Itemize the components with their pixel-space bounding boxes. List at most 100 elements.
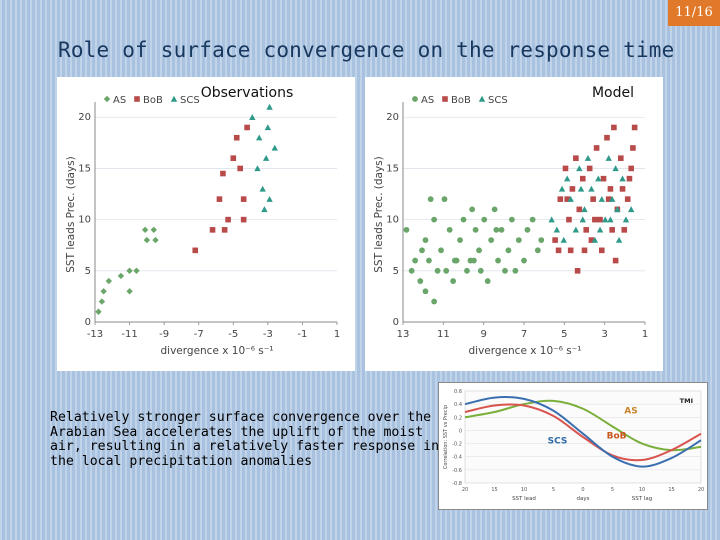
y-tick-label: 0.6 <box>454 389 462 395</box>
legend-label-as: AS <box>113 95 126 106</box>
x-axis-label-lag: SST lag <box>632 496 652 502</box>
data-point-scs <box>261 206 268 213</box>
data-point-bob <box>607 186 614 192</box>
data-point-as <box>515 237 522 243</box>
x-tick-label: -7 <box>194 329 204 340</box>
x-tick-label: 0 <box>581 487 584 493</box>
data-point-as <box>98 298 106 305</box>
x-tick-label: -11 <box>121 329 137 340</box>
x-axis-label: divergence x 10⁻⁶ s⁻¹ <box>469 345 582 357</box>
legend-label-as: AS <box>421 95 434 106</box>
data-point-scs <box>271 144 278 151</box>
data-point-as <box>143 236 151 244</box>
data-point-as <box>426 257 432 264</box>
data-point-as <box>431 298 438 305</box>
y-tick-label: -0.4 <box>452 455 462 461</box>
data-point-bob <box>192 247 199 254</box>
data-point-scs <box>576 165 583 172</box>
data-point-scs <box>591 236 599 243</box>
data-point-bob <box>604 134 610 141</box>
correlation-chart-panel: 0.6 0.4 0.2 0 -0.2 -0.4 -0.6 -0.8 20 15 10 5 0 5 10 15 2… <box>438 382 708 510</box>
data-point-scs <box>622 216 630 223</box>
data-point-as <box>512 267 519 274</box>
data-point-scs <box>605 154 612 161</box>
data-point-as <box>498 226 505 233</box>
data-point-as <box>422 237 429 243</box>
x-tick-label: 15 <box>491 487 497 493</box>
legend-label-bob: BoB <box>451 95 471 106</box>
data-point-bob <box>583 227 590 233</box>
data-point-scs <box>249 114 256 120</box>
data-point-as <box>408 267 415 274</box>
legend-label-bob: BoB <box>143 95 163 106</box>
data-point-bob <box>590 196 596 202</box>
data-point-as <box>460 216 467 223</box>
data-point-as <box>505 247 512 254</box>
data-point-bob <box>230 155 237 161</box>
data-point-scs <box>579 216 586 223</box>
y-tick-label: 0 <box>459 428 462 434</box>
data-point-bob <box>624 196 631 202</box>
data-point-as <box>491 206 498 213</box>
data-point-scs <box>602 216 609 223</box>
x-tick-label: 10 <box>521 487 527 493</box>
data-point-as <box>495 257 501 264</box>
data-point-bob <box>557 196 564 202</box>
data-point-scs <box>598 195 605 202</box>
x-tick-label: -5 <box>228 329 238 340</box>
series-line-bob <box>464 403 702 462</box>
data-point-as <box>502 267 508 274</box>
data-point-bob <box>569 186 576 192</box>
legend-marker-as <box>103 95 111 103</box>
data-point-as <box>451 257 458 264</box>
data-point-bob <box>552 237 558 243</box>
x-tick-label: 7 <box>521 329 527 340</box>
y-tick-label: 20 <box>386 112 399 123</box>
data-point-as <box>464 267 470 274</box>
data-point-as <box>126 288 133 295</box>
data-point-scs <box>596 226 604 233</box>
data-point-bob <box>581 247 588 254</box>
data-point-bob <box>600 175 607 182</box>
data-point-bob <box>555 247 562 254</box>
data-point-as <box>443 267 450 274</box>
model-scatter-chart: 0 5 10 15 20 13 11 9 7 5 3 1 divergence x 10⁻⁶ s⁻¹ SS… <box>373 85 648 357</box>
data-point-scs <box>254 165 261 172</box>
data-point-as <box>457 237 463 243</box>
data-point-scs <box>577 185 585 192</box>
y-tick-label: 10 <box>78 215 91 226</box>
data-point-scs <box>614 206 621 213</box>
data-point-bob <box>573 155 579 161</box>
slide-caption: Relatively stronger surface convergence … <box>50 410 440 469</box>
data-point-as <box>126 267 133 275</box>
data-point-scs <box>259 185 266 192</box>
data-point-bob <box>567 247 574 254</box>
data-point-as <box>434 267 441 274</box>
data-point-scs <box>595 175 602 182</box>
data-point-bob <box>564 196 571 202</box>
data-point-scs <box>266 103 273 110</box>
y-tick-label: 0 <box>85 317 91 328</box>
data-point-as <box>133 267 140 275</box>
x-tick-label: 1 <box>642 329 648 340</box>
x-tick-label: -13 <box>87 329 103 340</box>
data-point-scs <box>619 175 626 182</box>
data-point-bob <box>574 268 581 274</box>
data-point-as <box>141 226 149 234</box>
x-tick-label: 10 <box>639 487 645 493</box>
x-axis-label-lead: SST lead <box>512 496 536 502</box>
y-tick-label: -0.2 <box>452 442 462 448</box>
data-point-bob <box>566 216 572 223</box>
legend-label-scs: SCS <box>488 95 508 106</box>
data-point-as <box>470 257 477 264</box>
data-point-bob <box>562 165 569 172</box>
y-tick-label: 20 <box>78 112 91 123</box>
data-point-bob <box>579 175 586 182</box>
y-tick-label: 5 <box>393 266 399 277</box>
data-point-bob <box>588 237 595 243</box>
x-tick-label: 15 <box>668 487 674 493</box>
tmi-tag: TMI <box>680 397 693 405</box>
correlation-line-chart: 0.60.40.20-0.2-0.4-0.6-0.820 15 10 5 0 5 10 15 2… <box>443 389 704 502</box>
legend-marker-scs <box>170 95 178 102</box>
x-tick-label: -1 <box>297 329 307 340</box>
